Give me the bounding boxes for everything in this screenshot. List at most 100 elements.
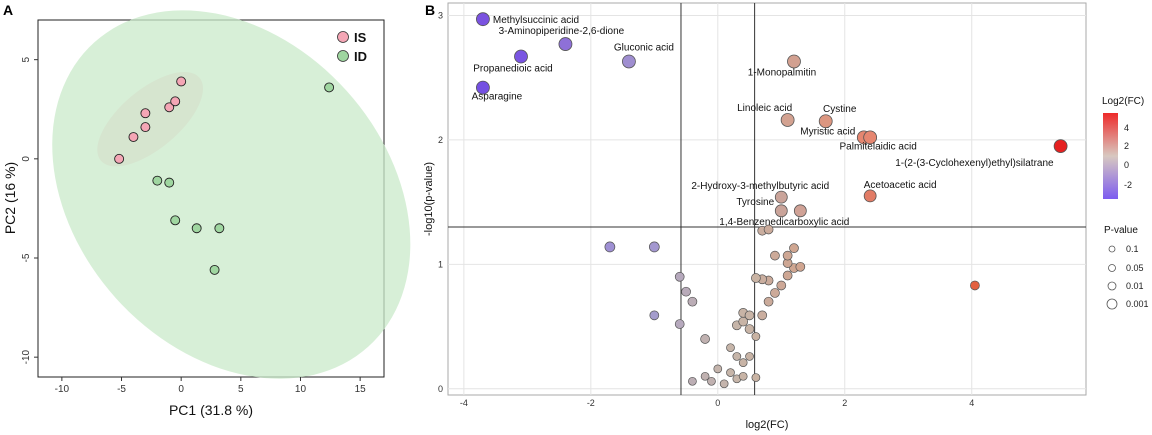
volcano-point: [674, 319, 685, 329]
pca-legend-swatch-id: [337, 50, 349, 62]
pca-legend-label-is: IS: [354, 30, 367, 45]
volcano-point: [782, 250, 793, 261]
volcano-point: [795, 261, 806, 272]
volcano-labeled-point: [774, 190, 788, 204]
volcano-point: [776, 280, 787, 291]
pca-point-id: [152, 175, 163, 186]
volcano-x-axis-label: log2(FC): [746, 419, 789, 431]
size-legend-swatch-2: [1107, 281, 1117, 291]
volcano-point: [713, 364, 723, 374]
volcano-point-labels: Methylsuccinic acid3-Aminopiperidine-2,6…: [472, 15, 1054, 228]
pca-y-tick-label: -5: [21, 253, 32, 262]
volcano-point: [649, 310, 660, 321]
pca-legend: IS ID: [337, 30, 367, 64]
volcano-labeled-point: [780, 113, 795, 127]
volcano-point: [757, 310, 768, 321]
volcano-y-tick-label: 3: [438, 10, 443, 20]
volcano-point: [707, 376, 716, 386]
pca-ticks: -10 -5 0 5 10 15 5 0 -5 -10: [21, 56, 366, 395]
color-legend-title: Log2(FC): [1102, 96, 1144, 107]
color-legend-tick-0: 0: [1124, 160, 1129, 170]
volcano-y-tick-label: 1: [438, 259, 443, 269]
volcano-point: [789, 243, 799, 254]
volcano-point: [726, 343, 735, 353]
color-legend-tick-minus2: -2: [1124, 180, 1132, 190]
pca-point-is: [140, 108, 151, 119]
volcano-point: [770, 288, 780, 298]
volcano-point: [738, 358, 748, 367]
volcano-labeled-point: [774, 204, 788, 218]
pca-y-tick-label: 5: [21, 56, 32, 62]
volcano-point-label: Acetoacetic acid: [864, 180, 937, 191]
volcano-labeled-point: [476, 12, 490, 27]
volcano-point: [700, 334, 710, 344]
pca-point-id: [191, 223, 202, 234]
volcano-points: [476, 12, 1068, 389]
volcano-point-label: Propanedioic acid: [473, 64, 553, 75]
pca-point-is: [164, 102, 175, 113]
volcano-point: [738, 371, 748, 381]
color-legend-tick-2: 2: [1124, 141, 1129, 151]
pca-point-id: [209, 264, 220, 275]
pca-point-id: [324, 82, 335, 93]
volcano-y-tick-label: 2: [438, 135, 443, 145]
volcano-point-label: 3-Aminopiperidine-2,6-dione: [499, 26, 625, 37]
size-legend-label-2: 0.01: [1126, 281, 1144, 291]
pca-points: [114, 76, 335, 275]
volcano-x-tick-label: -2: [587, 398, 595, 408]
volcano-point: [719, 379, 729, 389]
volcano-grid: [448, 3, 1086, 395]
pca-point-id: [164, 177, 175, 188]
volcano-x-tick-label: 0: [715, 398, 720, 408]
pca-point-id: [170, 215, 181, 226]
volcano-point-label: Palmitelaidic acid: [840, 141, 917, 152]
pca-point-is: [140, 122, 151, 133]
pca-point-is: [128, 132, 139, 142]
volcano-point-label: Myristic acid: [800, 126, 855, 137]
color-legend-tick-4: 4: [1124, 123, 1129, 133]
volcano-point: [770, 250, 780, 261]
volcano-point: [782, 270, 793, 281]
pca-ellipse-id: [52, 10, 411, 379]
volcano-x-tick-label: 4: [969, 398, 974, 408]
size-legend-title: P-value: [1104, 225, 1138, 236]
pca-legend-swatch-is: [337, 31, 349, 43]
volcano-point: [732, 352, 742, 361]
volcano-point: [688, 376, 697, 386]
volcano-y-axis-label: -log10(p-value): [423, 162, 435, 236]
volcano-plot-frame: [447, 2, 1087, 396]
volcano-x-tick-label: 2: [842, 398, 847, 408]
volcano-labeled-point: [787, 54, 801, 69]
volcano-point: [751, 273, 761, 283]
pca-plot: -10 -5 0 5 10 15 5 0 -5 -10 PC1 (31.8 %) PC2 (16 …: [2, 10, 411, 418]
pca-x-axis-label: PC1 (31.8 %): [169, 402, 253, 418]
volcano-point-label: 1-Monopalmitin: [748, 67, 816, 78]
pca-x-tick-label: 15: [355, 384, 367, 395]
size-legend-swatch-3: [1106, 298, 1118, 310]
volcano-point-label: Gluconic acid: [614, 42, 674, 53]
volcano-plot: -4 -2 0 2 4 0 1 2 3 Methylsuccinic acid3-Aminopi…: [423, 2, 1149, 431]
size-legend-label-3: 0.001: [1126, 299, 1149, 309]
volcano-ticks: -4 -2 0 2 4 0 1 2 3: [438, 10, 974, 408]
pca-ellipses: [52, 10, 411, 379]
volcano-point: [763, 224, 774, 235]
volcano-point: [744, 324, 755, 334]
volcano-labeled-point: [558, 37, 573, 51]
volcano-labeled-point: [476, 80, 490, 95]
pca-x-tick-label: 5: [238, 384, 244, 395]
volcano-point-label: Tyrosine: [736, 197, 774, 208]
volcano-point: [970, 280, 980, 291]
pca-x-tick-label: -5: [117, 384, 126, 395]
volcano-point: [604, 241, 616, 253]
pca-point-is: [114, 153, 125, 164]
volcano-labeled-point: [622, 54, 636, 69]
volcano-labeled-point: [514, 49, 528, 64]
volcano-x-tick-label: -4: [460, 398, 468, 408]
color-legend-bar: [1103, 113, 1118, 199]
panel-a-label: A: [3, 2, 13, 18]
volcano-point: [726, 368, 735, 377]
volcano-point: [751, 373, 761, 382]
volcano-labeled-point: [863, 189, 877, 203]
volcano-labeled-point: [793, 204, 807, 218]
